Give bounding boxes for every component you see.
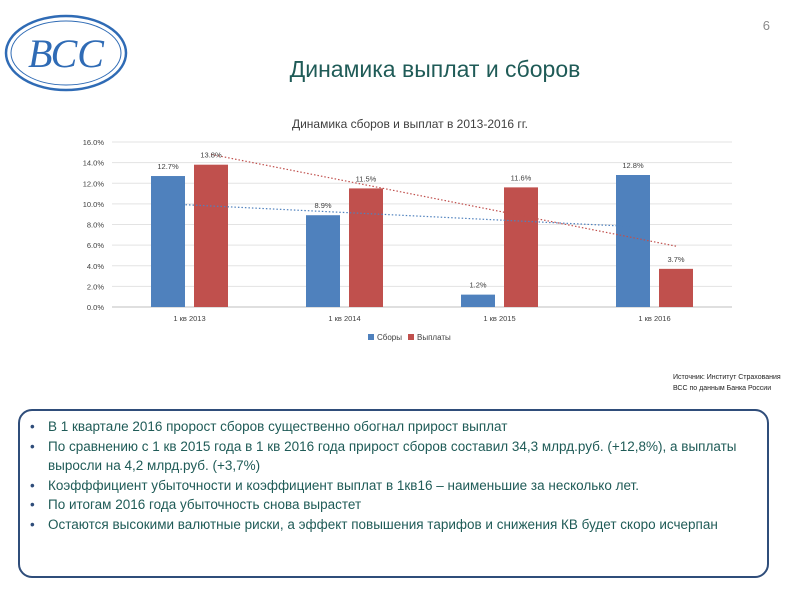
- data-label: 1.2%: [469, 281, 486, 290]
- data-label: 11.6%: [511, 173, 532, 182]
- y-tick-label: 0.0%: [87, 303, 104, 312]
- bar-vyplaty: [194, 164, 228, 307]
- legend-label-vyplaty: Выплаты: [417, 333, 451, 342]
- y-tick-label: 12.0%: [83, 179, 105, 188]
- y-tick-label: 8.0%: [87, 221, 104, 230]
- x-tick-label: 1 кв 2013: [173, 314, 205, 323]
- bullet-item: По сравнению с 1 кв 2015 года в 1 кв 201…: [30, 437, 755, 476]
- summary-list: В 1 квартале 2016 пророст сборов существ…: [20, 411, 767, 534]
- bcc-logo: ВСС: [4, 14, 128, 92]
- trendline-sbory: [167, 203, 634, 228]
- chart-title: Динамика сборов и выплат в 2013-2016 гг.: [292, 117, 528, 131]
- data-label: 3.7%: [667, 255, 684, 264]
- bar-sbory: [306, 215, 340, 307]
- y-tick-label: 10.0%: [83, 200, 105, 209]
- bullet-item: В 1 квартале 2016 пророст сборов существ…: [30, 417, 755, 437]
- data-label: 13.8%: [200, 151, 222, 160]
- bar-sbory: [151, 176, 185, 307]
- summary-box: В 1 квартале 2016 пророст сборов существ…: [18, 409, 769, 578]
- bar-sbory: [461, 294, 495, 307]
- y-tick-label: 14.0%: [83, 159, 105, 168]
- y-tick-label: 2.0%: [87, 282, 104, 291]
- legend-label-sbory: Сборы: [377, 333, 402, 342]
- y-tick-label: 16.0%: [83, 138, 105, 147]
- bar-vyplaty: [504, 187, 538, 307]
- data-label: 11.5%: [356, 174, 377, 183]
- source-note: Источник: Институт Страхования ВСС по да…: [673, 372, 798, 394]
- bullet-item: Остаются высокими валютные риски, а эффе…: [30, 515, 755, 535]
- bar-chart: Динамика сборов и выплат в 2013-2016 гг.…: [83, 117, 732, 342]
- data-label: 12.7%: [157, 162, 179, 171]
- source-line-2: ВСС по данным Банка России: [673, 385, 772, 392]
- data-label: 12.8%: [622, 161, 644, 170]
- bullet-item: Коэфффициент убыточности и коэффициент в…: [30, 476, 755, 496]
- data-label: 8.9%: [314, 201, 331, 210]
- bullet-item: По итогам 2016 года убыточность снова вы…: [30, 495, 755, 515]
- x-tick-label: 1 кв 2016: [638, 314, 670, 323]
- logo-text: ВСС: [28, 31, 105, 76]
- bar-vyplaty: [349, 188, 383, 307]
- page-number: 6: [762, 18, 770, 33]
- bar-sbory: [616, 175, 650, 307]
- bar-vyplaty: [659, 268, 693, 307]
- y-tick-label: 6.0%: [87, 241, 104, 250]
- y-tick-label: 4.0%: [87, 262, 104, 271]
- legend-swatch-sbory: [368, 334, 374, 340]
- trendline-vyplaty: [210, 153, 677, 247]
- slide-title: Динамика выплат и сборов: [289, 56, 581, 82]
- chart-legend: Сборы Выплаты: [368, 333, 451, 342]
- source-line-1: Источник: Институт Страхования: [673, 374, 781, 381]
- x-tick-label: 1 кв 2014: [328, 314, 360, 323]
- legend-swatch-vyplaty: [408, 334, 414, 340]
- x-tick-label: 1 кв 2015: [483, 314, 515, 323]
